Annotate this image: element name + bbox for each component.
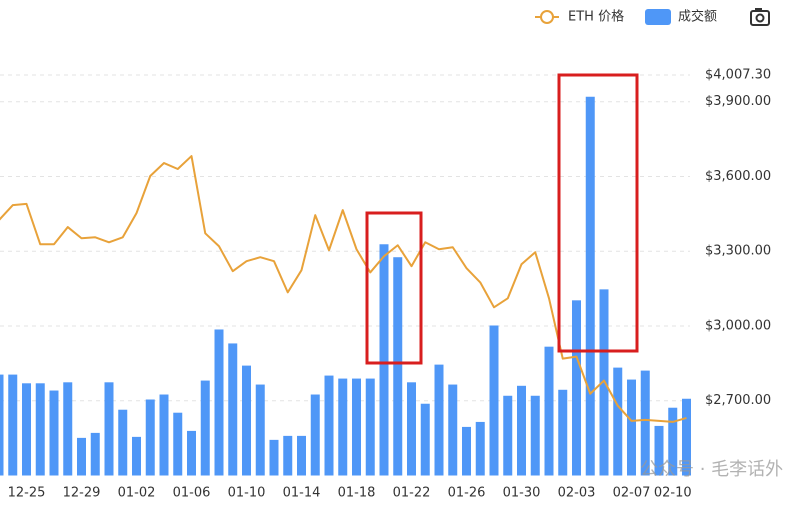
bar [118, 409, 128, 476]
bar [352, 378, 361, 476]
bar [585, 96, 595, 476]
x-tick-label: 01-02 [118, 486, 156, 501]
bar [338, 378, 348, 476]
bar [393, 257, 403, 476]
bar [517, 385, 526, 476]
y-tick-label: $3,900.00 [705, 94, 771, 109]
bar [297, 435, 306, 476]
bar [654, 425, 664, 476]
bar [448, 384, 458, 476]
bar [544, 346, 554, 476]
bar [63, 382, 73, 476]
bar [434, 364, 444, 476]
bar [489, 325, 499, 476]
x-tick-label: 12-29 [63, 486, 101, 501]
bar [379, 244, 389, 476]
bar [159, 394, 169, 476]
y-tick-label: $3,300.00 [705, 244, 771, 259]
plot-area: $2,700.00 $3,000.00 $3,300.00 $3,600.00 $3,9… [0, 68, 771, 501]
x-tick-label: 01-30 [503, 486, 541, 501]
bar [475, 421, 485, 476]
bar [503, 395, 513, 476]
y-tick-label: $3,600.00 [705, 169, 771, 184]
bar [613, 367, 623, 476]
legend-label: ETH 价格 [568, 9, 624, 25]
x-tick-label: 01-10 [228, 486, 266, 501]
price-line [0, 155, 687, 423]
bar [682, 398, 691, 476]
legend-label: 成交额 [678, 9, 717, 25]
bar [145, 399, 155, 476]
legend-swatch [645, 9, 671, 25]
bar [640, 370, 650, 476]
legend-swatch [540, 10, 554, 24]
x-tick-label: 01-26 [448, 486, 486, 501]
bar [242, 365, 251, 476]
bar [407, 382, 416, 476]
bar [0, 374, 4, 476]
x-tick-label: 02-07 [613, 486, 651, 501]
bar [77, 437, 86, 476]
bar [283, 435, 293, 476]
bar [572, 300, 581, 476]
bar [255, 384, 265, 476]
x-tick-label: 01-06 [173, 486, 211, 501]
bar [214, 329, 224, 476]
x-tick-label: 01-18 [338, 486, 376, 501]
bar [310, 394, 320, 476]
bar [187, 430, 196, 476]
bar [200, 380, 210, 476]
bar [420, 403, 430, 476]
bar [132, 436, 141, 476]
bar [558, 389, 568, 476]
bar [530, 395, 540, 476]
highlight-box [365, 211, 423, 365]
watermark: 公众号 · 毛李话外 [640, 459, 783, 480]
x-tick-label: 01-14 [283, 486, 321, 501]
bar [22, 383, 31, 476]
bar [8, 374, 18, 476]
y-tick-label: $2,700.00 [705, 393, 771, 408]
y-tick-label: $4,007.30 [705, 68, 771, 83]
bar [668, 407, 678, 476]
bar [269, 439, 279, 476]
bar [228, 343, 238, 476]
camera-icon[interactable] [750, 8, 770, 26]
bar [35, 383, 45, 476]
highlight-box [557, 73, 639, 353]
x-tick-label: 02-03 [558, 486, 596, 501]
x-tick-label: 12-25 [8, 486, 46, 501]
bar [173, 412, 183, 476]
x-tick-label: 01-22 [393, 486, 431, 501]
bar [627, 379, 636, 476]
bar [365, 378, 375, 476]
y-tick-label: $3,000.00 [705, 318, 771, 333]
bar [49, 390, 59, 476]
x-tick-label: 02-10 [654, 486, 692, 501]
bar [90, 432, 100, 476]
bar [462, 426, 471, 476]
bar [104, 382, 114, 476]
bar [324, 375, 334, 476]
